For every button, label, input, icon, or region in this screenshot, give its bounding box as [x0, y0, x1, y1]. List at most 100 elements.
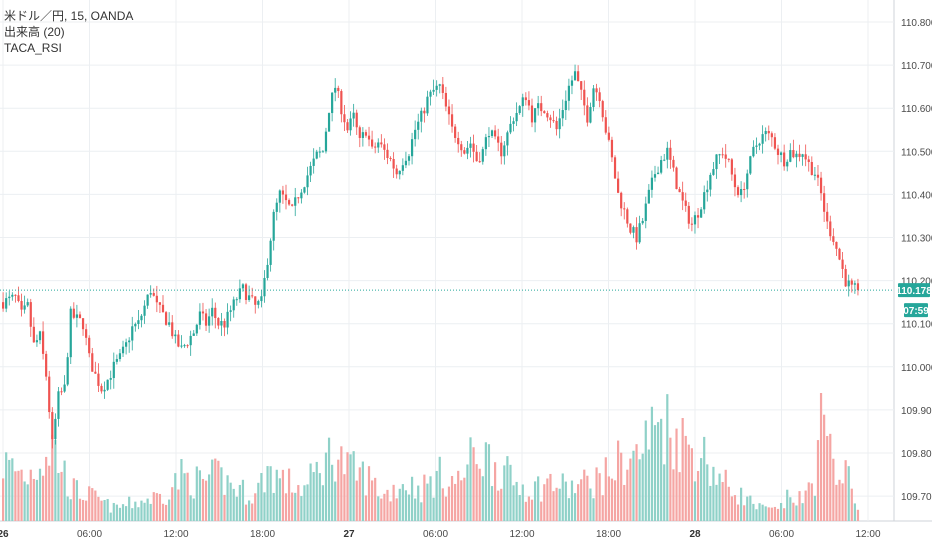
candle-body: [97, 373, 100, 386]
volume-bar: [580, 479, 583, 521]
candle-body: [521, 97, 524, 107]
volume-bar: [629, 458, 632, 521]
candle-body: [85, 329, 88, 338]
volume-bars: [2, 393, 860, 521]
candle-body: [475, 151, 478, 162]
candle-body: [260, 296, 263, 302]
volume-bar: [835, 484, 838, 521]
candle-body: [238, 288, 241, 300]
volume-bar: [395, 498, 398, 521]
volume-bar: [758, 503, 761, 521]
candle-body: [457, 137, 460, 145]
volume-bar: [490, 486, 494, 521]
candle-body: [32, 326, 35, 343]
volume-bar: [303, 485, 306, 521]
volume-bar: [269, 466, 272, 521]
candle-body: [530, 105, 534, 123]
candle-body: [500, 142, 503, 157]
candle-body: [561, 110, 564, 119]
volume-bar: [687, 444, 690, 521]
volume-bar: [54, 439, 57, 521]
volume-bar: [856, 509, 860, 521]
candle-body: [386, 149, 389, 158]
symbol-legend[interactable]: 米ドル／円, 15, OANDA: [4, 9, 134, 23]
volume-bar: [5, 452, 8, 521]
candle-body: [134, 323, 137, 327]
volume-bar: [164, 504, 168, 521]
volume-bar: [38, 468, 42, 521]
candle-body: [810, 161, 813, 176]
volume-bar: [263, 492, 266, 521]
candle-body: [580, 81, 583, 90]
candle-body: [832, 236, 835, 242]
candle-body: [223, 321, 226, 328]
volume-bar: [592, 498, 595, 521]
candle-body: [850, 280, 853, 285]
candle-body: [813, 174, 816, 176]
volume-bar: [214, 458, 217, 521]
candle-body: [746, 173, 749, 190]
time-tick-label: 06:00: [77, 529, 102, 540]
candle-body: [706, 189, 709, 193]
volume-bar: [278, 478, 281, 521]
volume-bar: [155, 493, 158, 521]
volume-bar: [208, 474, 211, 521]
candle-body: [208, 316, 211, 326]
volume-bar: [8, 459, 11, 521]
candle-body: [764, 130, 767, 135]
volume-bar: [672, 469, 675, 521]
volume-bar: [352, 451, 355, 521]
candle-body: [143, 305, 146, 316]
candle-body: [377, 142, 380, 148]
volume-bar: [48, 465, 51, 521]
volume-bar: [417, 485, 420, 521]
candle-body: [158, 302, 162, 305]
candle-body: [770, 133, 773, 138]
candle-body: [361, 132, 364, 138]
volume-bar: [423, 474, 426, 521]
volume-bar: [696, 470, 700, 521]
indicator-legend[interactable]: TACA_RSI: [4, 41, 62, 55]
volume-bar: [318, 473, 321, 521]
volume-bar: [60, 471, 63, 521]
volume-bar: [168, 499, 171, 521]
candle-body: [109, 378, 112, 380]
volume-bar: [380, 498, 383, 521]
volume-bar: [35, 479, 39, 521]
candle-body: [613, 157, 617, 179]
volume-bar: [340, 446, 343, 521]
price-tick-label: 109.900: [901, 406, 932, 417]
volume-bar: [647, 449, 650, 521]
candle-body: [171, 322, 174, 337]
volume-bar: [755, 509, 758, 521]
candle-body: [444, 92, 447, 107]
volume-bar: [709, 485, 712, 521]
volume-bar: [81, 499, 85, 521]
volume-bar: [238, 484, 241, 521]
volume-bar: [561, 473, 564, 521]
candle-body: [672, 159, 675, 168]
volume-bar: [386, 489, 389, 521]
volume-legend[interactable]: 出来高 (20): [4, 25, 65, 39]
candle-body: [540, 103, 543, 112]
candle-body: [318, 151, 321, 153]
volume-bar: [57, 472, 60, 521]
volume-bar: [112, 502, 115, 521]
candle-body: [801, 154, 804, 157]
volume-bar: [204, 480, 208, 521]
candle-body: [343, 114, 346, 123]
volume-bar: [810, 483, 813, 521]
candle-body: [447, 106, 451, 115]
candle-body: [644, 203, 647, 221]
volume-bar: [2, 478, 5, 521]
volume-bar: [641, 453, 644, 521]
candle-body: [63, 384, 66, 392]
candle-body: [100, 385, 103, 392]
volume-bar: [223, 494, 226, 521]
volume-bar: [254, 493, 257, 521]
candle-body: [558, 118, 561, 130]
volume-bar: [783, 508, 786, 521]
candle-body: [2, 302, 5, 309]
candle-body: [121, 346, 125, 354]
